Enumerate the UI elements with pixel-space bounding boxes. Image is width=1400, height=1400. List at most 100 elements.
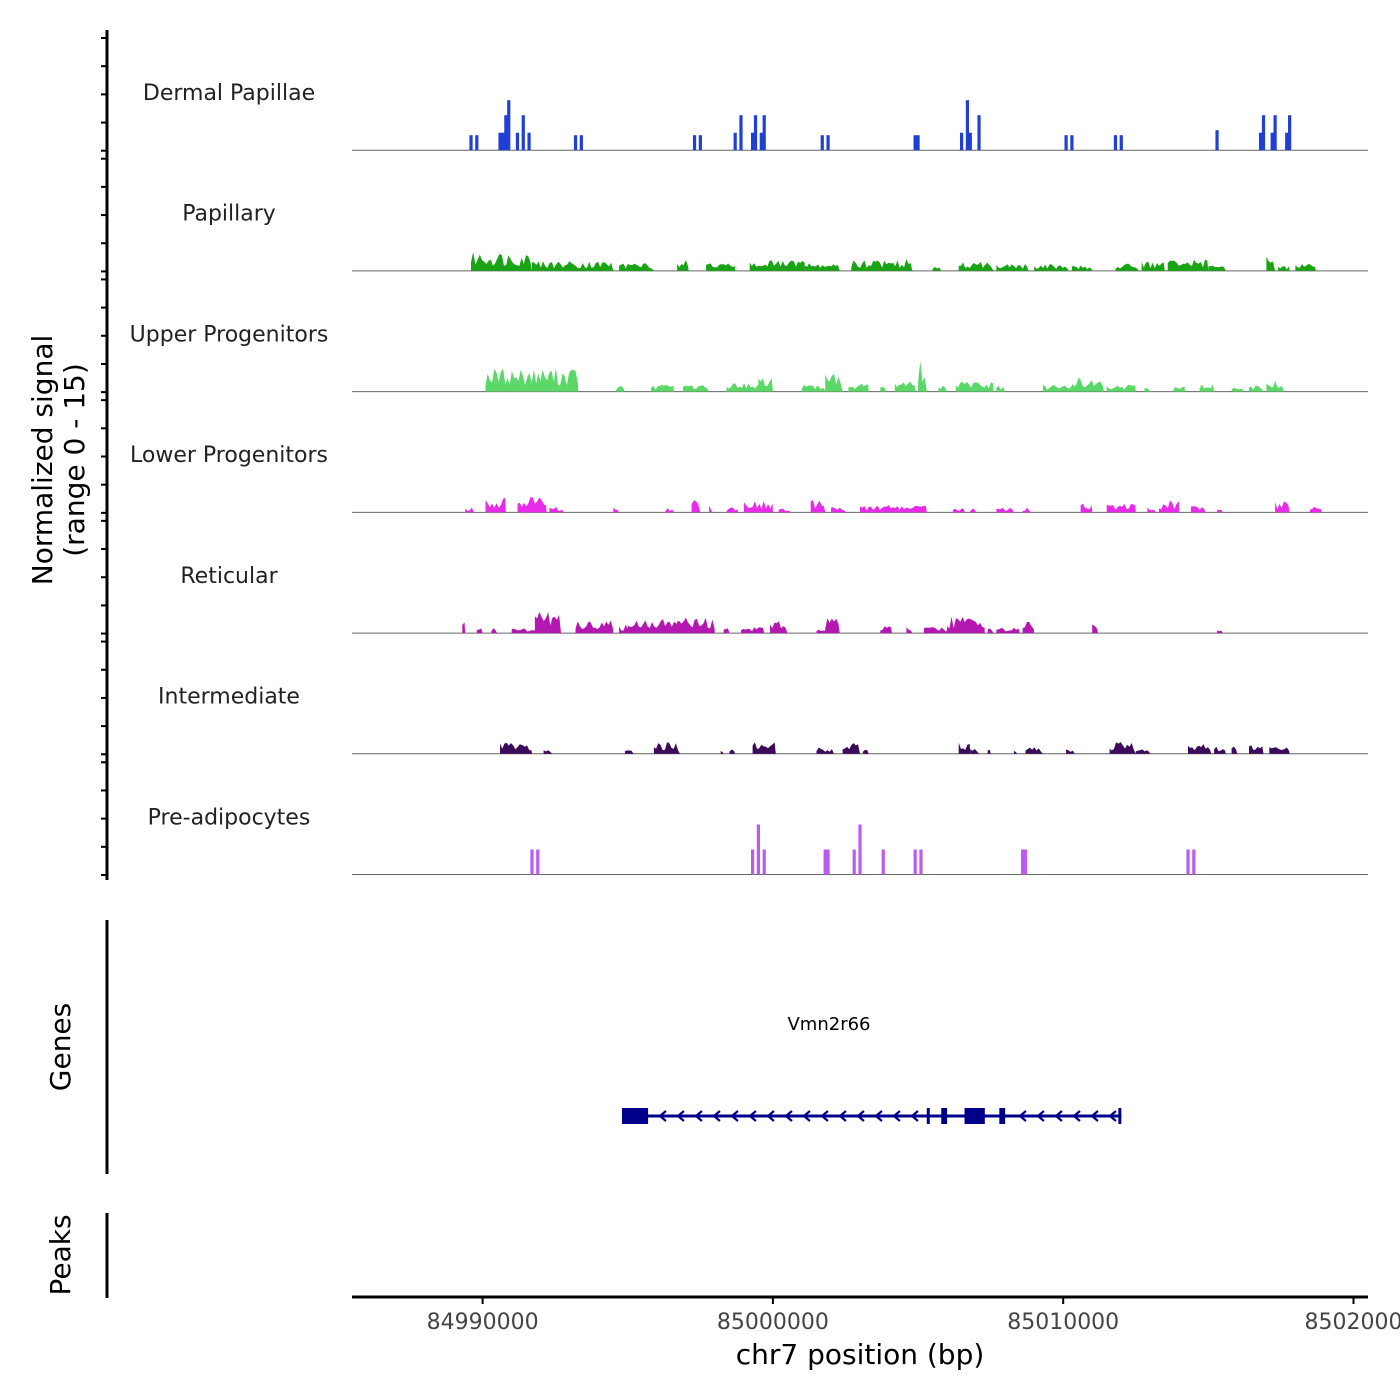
gene-strand-arrow [694, 1110, 703, 1122]
gene-exon [941, 1108, 948, 1124]
x-tick-label: 8502000 [1304, 1310, 1400, 1335]
signal-bar [1215, 130, 1219, 151]
signal-bar [536, 849, 540, 875]
signal-area [1144, 388, 1151, 392]
y-axis-title-line2: (range 0 - 15) [58, 363, 91, 557]
signal-area [831, 507, 846, 513]
gene-exon [999, 1108, 1006, 1124]
signal-area [860, 505, 927, 513]
signal-area [825, 373, 843, 392]
gene-exon [621, 1108, 649, 1124]
signal-area [1147, 507, 1157, 513]
signal-area [1022, 507, 1032, 513]
signal-bar [750, 132, 755, 151]
signal-area [816, 747, 834, 754]
signal-bar [1270, 132, 1274, 151]
signal-area [1188, 744, 1212, 754]
signal-area [804, 263, 840, 271]
x-axis: 84990000 85000000 85010000 8502000 [352, 1295, 1400, 1335]
signal-bar [916, 135, 920, 151]
gene-strand-arrow [892, 1110, 901, 1122]
x-axis-title: chr7 position (bp) [736, 1338, 985, 1371]
signal-bar [852, 849, 856, 875]
signal-area [1159, 500, 1180, 513]
signal-bar [1070, 135, 1074, 151]
signal-area [1092, 624, 1098, 634]
signal-area [491, 628, 498, 634]
gene-strand-arrow [820, 1110, 829, 1122]
signal-bar [750, 849, 755, 875]
signal-area [1141, 261, 1165, 271]
track-label: Pre-adipocytes [148, 805, 311, 830]
genes-track-label: Genes [44, 1003, 77, 1091]
signal-bar [913, 135, 917, 151]
gene-exon [926, 1108, 930, 1124]
signal-area [816, 629, 829, 634]
signal-area [1135, 749, 1151, 754]
signal-area [1071, 377, 1104, 392]
signal-bar [1285, 132, 1289, 151]
signal-area [627, 619, 680, 634]
signal-area [938, 385, 948, 392]
signal-area [996, 507, 1014, 513]
signal-area [1080, 503, 1093, 513]
signal-bar [820, 135, 824, 151]
signal-area [651, 384, 675, 392]
signal-area [543, 750, 553, 754]
signal-bar [1023, 849, 1028, 875]
signal-bar [1192, 849, 1196, 875]
signal-area [682, 385, 710, 392]
coverage-y-axis [101, 30, 109, 880]
signal-bar [965, 100, 970, 151]
signal-area [549, 506, 564, 513]
signal-area [825, 618, 840, 634]
signal-bar [753, 115, 758, 151]
signal-area [932, 267, 942, 271]
signal-area [726, 507, 739, 513]
signal-area [534, 611, 561, 634]
signal-bar [692, 135, 697, 151]
signal-area [987, 628, 994, 634]
signal-bar [573, 135, 578, 151]
signal-area [778, 508, 791, 513]
signal-area [1266, 380, 1284, 392]
signal-area [1109, 742, 1136, 754]
signal-area [1013, 750, 1017, 754]
signal-area [517, 496, 547, 513]
signal-bar [881, 849, 885, 875]
signal-area [476, 628, 483, 634]
signal-area [741, 627, 765, 634]
signal-area [880, 386, 887, 392]
signal-area [743, 501, 773, 513]
signal-area [1025, 747, 1043, 754]
track-label: Upper Progenitors [130, 322, 329, 347]
gene-strand-arrow [784, 1110, 793, 1122]
signal-area [691, 500, 701, 513]
signal-bar [1258, 132, 1263, 151]
gene-strand-arrow [802, 1110, 811, 1122]
signal-area [1249, 745, 1264, 754]
gene-strand-arrow [748, 1110, 757, 1122]
track-label: Lower Progenitors [130, 443, 328, 468]
signal-bar [977, 115, 981, 151]
signal-area [955, 381, 994, 392]
x-tick-label: 85010000 [1007, 1310, 1119, 1335]
signal-area [1309, 506, 1322, 513]
signal-bar [823, 849, 827, 875]
signal-area [1208, 265, 1226, 271]
signal-area [862, 749, 869, 754]
signal-area [706, 263, 736, 271]
gene-strand-arrow [838, 1110, 847, 1122]
gene-strand-arrow [1090, 1110, 1099, 1122]
signal-bar [498, 132, 502, 151]
signal-area [532, 261, 614, 271]
gene-strand-arrow [1018, 1110, 1027, 1122]
x-tick-label: 84990000 [427, 1310, 539, 1335]
gene-exon [1118, 1108, 1122, 1124]
signal-area [923, 627, 950, 634]
signal-area [1034, 264, 1069, 271]
signal-bar [968, 132, 972, 151]
signal-bar [756, 824, 760, 875]
signal-area [619, 263, 654, 271]
signal-bar [826, 135, 830, 151]
